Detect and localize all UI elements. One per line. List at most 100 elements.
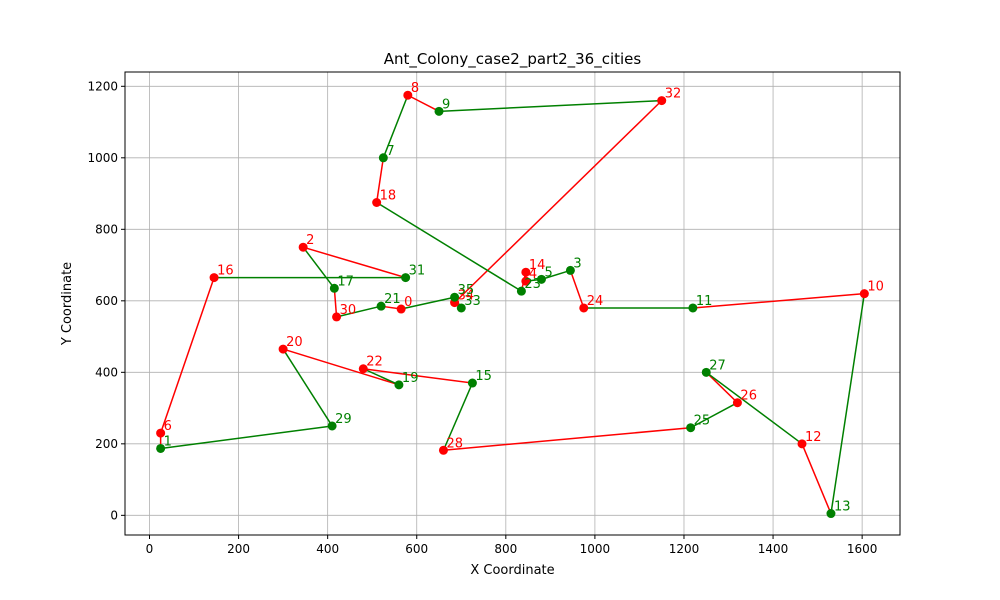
x-tick-label: 1200 <box>669 542 700 556</box>
city-label-8: 8 <box>411 81 419 96</box>
city-label-5: 5 <box>544 265 552 280</box>
city-point-15 <box>467 378 477 388</box>
city-label-24: 24 <box>587 294 604 309</box>
route-segment-10-11 <box>692 292 865 309</box>
city-point-21 <box>376 301 386 311</box>
y-axis-label: Y Coordinate <box>60 262 75 346</box>
city-point-19 <box>394 380 404 390</box>
city-label-27: 27 <box>709 358 726 373</box>
city-point-10 <box>859 289 869 299</box>
grid-lines <box>125 72 900 535</box>
route-segment-32-34 <box>454 100 663 304</box>
y-tick-label: 600 <box>95 294 118 308</box>
city-label-3: 3 <box>573 256 581 271</box>
x-axis-label: X Coordinate <box>470 563 554 578</box>
city-label-13: 13 <box>834 500 851 515</box>
city-label-23: 23 <box>524 277 541 292</box>
city-point-5 <box>536 274 546 284</box>
city-point-0 <box>396 304 406 314</box>
plot-frame <box>124 71 901 536</box>
x-axis-ticks: 0 200 400 600 800 1000 1200 1400 1600 <box>146 535 878 556</box>
city-label-35: 35 <box>458 283 475 298</box>
x-tick-label: 0 <box>146 542 154 556</box>
city-point-28 <box>438 445 448 455</box>
city-point-9 <box>434 106 444 116</box>
city-label-32: 32 <box>665 87 682 102</box>
route-segment-3-5 <box>541 269 571 281</box>
city-point-8 <box>403 90 413 100</box>
city-label-10: 10 <box>867 280 884 295</box>
city-label-0: 0 <box>404 295 412 310</box>
city-label-28: 28 <box>446 436 463 451</box>
route-segment-30-17 <box>333 288 338 317</box>
city-label-22: 22 <box>366 355 383 370</box>
x-tick-label: 800 <box>494 542 517 556</box>
y-tick-label: 800 <box>95 222 118 236</box>
city-point-26 <box>732 398 742 408</box>
x-tick-label: 1000 <box>580 542 611 556</box>
city-point-4 <box>521 276 531 286</box>
route-segment-18-7 <box>375 157 385 203</box>
route-segment-28-25 <box>443 426 691 452</box>
city-label-16: 16 <box>217 264 234 279</box>
route-segment-17-2 <box>302 246 335 289</box>
route-segment-27-12 <box>705 371 803 445</box>
route-segment-19-22 <box>362 368 400 386</box>
city-point-7 <box>378 153 388 163</box>
route-segment-16-6 <box>159 277 215 434</box>
city-point-27 <box>701 367 711 377</box>
x-tick-label: 200 <box>227 542 250 556</box>
city-point-35 <box>450 292 460 302</box>
city-points <box>156 90 869 519</box>
route-segment-8-9 <box>407 94 440 112</box>
y-tick-label: 200 <box>95 437 118 451</box>
x-tick-label: 1600 <box>847 542 878 556</box>
y-tick-label: 1200 <box>87 79 118 93</box>
city-point-33 <box>456 303 466 313</box>
city-label-12: 12 <box>805 430 822 445</box>
city-label-29: 29 <box>335 412 352 427</box>
city-label-18: 18 <box>380 188 397 203</box>
route-segment-21-30 <box>336 305 382 318</box>
city-label-1: 1 <box>164 434 172 449</box>
y-tick-label: 0 <box>110 508 118 522</box>
city-point-22 <box>358 364 368 374</box>
city-label-2: 2 <box>306 233 314 248</box>
city-label-21: 21 <box>384 292 401 307</box>
city-point-23 <box>516 286 526 296</box>
chart-title: Ant_Colony_case2_part2_36_cities <box>384 50 642 69</box>
city-point-6 <box>156 428 166 438</box>
city-label-34: 34 <box>458 289 475 304</box>
route-segment-35-0 <box>400 296 455 310</box>
city-point-18 <box>372 197 382 207</box>
city-label-20: 20 <box>286 335 303 350</box>
route-segment-13-10 <box>830 293 866 514</box>
city-label-11: 11 <box>696 294 713 309</box>
city-label-33: 33 <box>464 294 481 309</box>
route-segment-23-18 <box>376 201 522 292</box>
city-label-15: 15 <box>475 369 492 384</box>
city-label-4: 4 <box>529 267 537 282</box>
route-segment-25-26 <box>690 402 738 429</box>
route-segment-9-32 <box>438 99 662 113</box>
route-segment-22-15 <box>363 368 473 384</box>
city-point-32 <box>657 96 667 106</box>
route-segment-15-28 <box>442 382 474 451</box>
route-segment-2-31 <box>302 246 406 279</box>
city-label-14: 14 <box>529 258 546 273</box>
city-point-25 <box>686 423 696 433</box>
city-label-25: 25 <box>694 414 711 429</box>
city-point-16 <box>209 273 219 283</box>
city-label-30: 30 <box>340 303 357 318</box>
city-label-26: 26 <box>740 389 757 404</box>
city-label-7: 7 <box>386 144 394 159</box>
city-label-17: 17 <box>337 274 354 289</box>
city-label-9: 9 <box>442 97 450 112</box>
route-segment-29-20 <box>282 348 333 427</box>
route-segment-1-29 <box>160 425 333 450</box>
city-point-31 <box>401 273 411 283</box>
city-point-29 <box>327 421 337 431</box>
x-tick-label: 1400 <box>758 542 789 556</box>
city-point-12 <box>797 439 807 449</box>
